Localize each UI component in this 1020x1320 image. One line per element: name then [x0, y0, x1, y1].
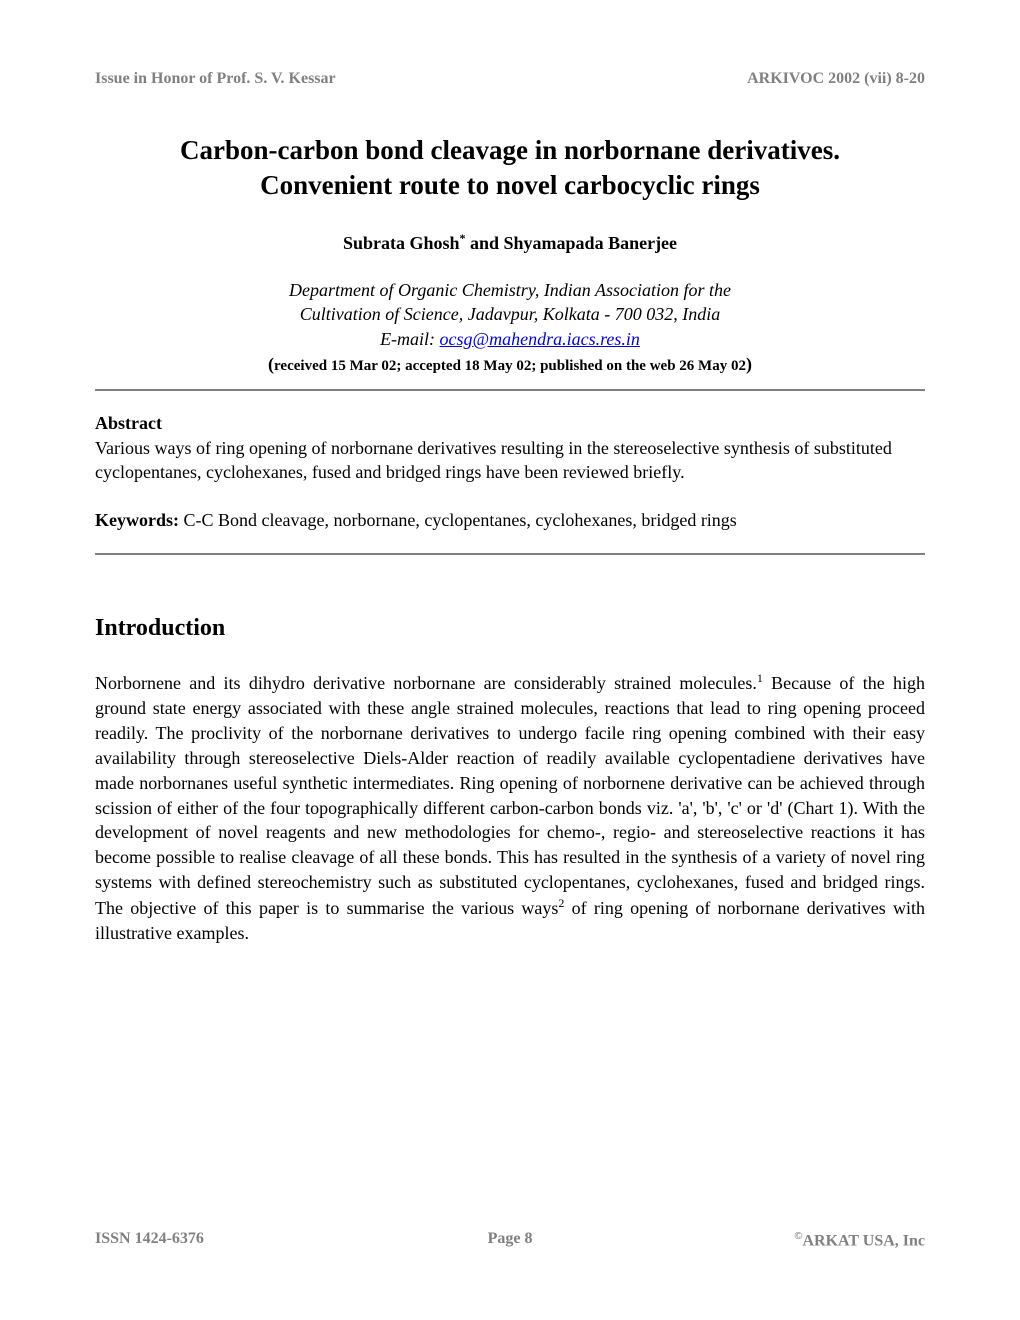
affiliation: Department of Organic Chemistry, Indian …	[95, 278, 925, 327]
email-prefix: E-mail:	[380, 329, 439, 349]
affiliation-line-2: Cultivation of Science, Jadavpur, Kolkat…	[300, 304, 720, 324]
header-right: ARKIVOC 2002 (vii) 8-20	[747, 70, 925, 88]
affiliation-line-1: Department of Organic Chemistry, Indian …	[289, 280, 731, 300]
email-line: E-mail: ocsg@mahendra.iacs.res.in	[95, 329, 925, 350]
publication-dates: (received 15 Mar 02; accepted 18 May 02;…	[95, 354, 925, 375]
running-header: Issue in Honor of Prof. S. V. Kessar ARK…	[95, 70, 925, 88]
keywords-text: C-C Bond cleavage, norbornane, cyclopent…	[184, 510, 737, 530]
author-1: Subrata Ghosh	[343, 233, 460, 253]
header-left: Issue in Honor of Prof. S. V. Kessar	[95, 70, 336, 88]
footer-publisher: ©ARKAT USA, Inc	[794, 1230, 925, 1250]
keywords-line: Keywords: C-C Bond cleavage, norbornane,…	[95, 510, 925, 531]
divider-bottom	[95, 553, 925, 555]
divider-top	[95, 389, 925, 391]
title-line-1: Carbon-carbon bond cleavage in norbornan…	[180, 135, 840, 165]
paren-close: )	[746, 354, 752, 374]
abstract-label: Abstract	[95, 413, 925, 434]
footer-publisher-name: ARKAT USA, Inc	[802, 1232, 925, 1249]
running-footer: ISSN 1424-6376 Page 8 ©ARKAT USA, Inc	[95, 1230, 925, 1250]
email-link[interactable]: ocsg@mahendra.iacs.res.in	[440, 329, 640, 349]
intro-text-2: Because of the high ground state energy …	[95, 673, 925, 917]
introduction-paragraph: Norbornene and its dihydro derivative no…	[95, 670, 925, 945]
page-title: Carbon-carbon bond cleavage in norbornan…	[95, 133, 925, 203]
author-conjunction: and	[466, 233, 504, 253]
introduction-heading: Introduction	[95, 615, 925, 642]
authors: Subrata Ghosh* and Shyamapada Banerjee	[95, 231, 925, 254]
keywords-label: Keywords:	[95, 510, 184, 530]
footer-issn: ISSN 1424-6376	[95, 1230, 204, 1250]
dates-text: received 15 Mar 02; accepted 18 May 02; …	[274, 358, 746, 374]
author-2: Shyamapada Banerjee	[504, 233, 678, 253]
intro-text-1: Norbornene and its dihydro derivative no…	[95, 673, 757, 693]
title-line-2: Convenient route to novel carbocyclic ri…	[260, 170, 760, 200]
abstract-text: Various ways of ring opening of norborna…	[95, 436, 925, 485]
footer-page-number: Page 8	[488, 1230, 533, 1248]
